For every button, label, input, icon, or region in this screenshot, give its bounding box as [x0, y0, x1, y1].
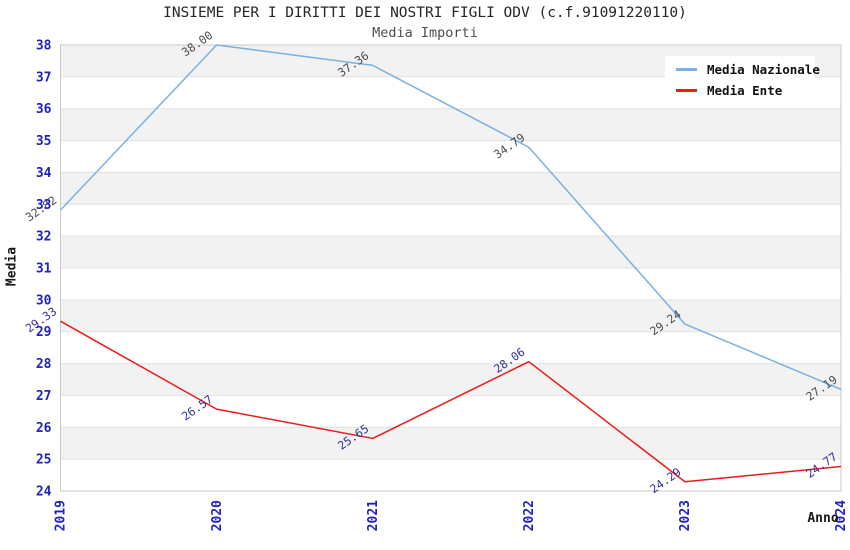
y-tick-label: 37: [36, 70, 52, 85]
chart-title: INSIEME PER I DIRITTI DEI NOSTRI FIGLI O…: [163, 5, 687, 21]
plot-band: [60, 427, 841, 460]
series-line-1: [60, 320, 842, 483]
media-ente-line-swatch: [676, 88, 697, 93]
y-tick-label: 35: [36, 134, 52, 149]
y-tick-label: 25: [36, 453, 52, 468]
media-nazionale-line-swatch: [676, 67, 697, 72]
x-tick-label: 2022: [522, 500, 537, 531]
y-tick-label: 29: [36, 325, 52, 340]
plot-band: [60, 236, 841, 268]
plot-border: [60, 44, 842, 492]
chart-subtitle: Media Importi: [372, 25, 478, 41]
legend-item-media-ente: Media Ente: [665, 80, 815, 101]
legend: Media Nazionale Media Ente: [665, 56, 820, 104]
legend-label-media-ente: Media Ente: [707, 83, 783, 98]
plot-band: [60, 363, 841, 396]
y-tick-label: 38: [36, 39, 52, 54]
legend-label-media-nazionale: Media Nazionale: [707, 62, 820, 77]
plot-band: [60, 268, 841, 300]
y-tick-label: 28: [36, 357, 52, 372]
x-tick-label: 2020: [210, 500, 225, 531]
x-tick-label: 2024: [834, 500, 849, 531]
x-axis-title: Anno: [807, 511, 839, 526]
y-tick-label: 27: [36, 389, 52, 404]
legend-item-media-nazionale: Media Nazionale: [665, 59, 820, 80]
plot-band: [60, 172, 841, 205]
plot-band: [60, 108, 841, 141]
y-tick-label: 24: [36, 485, 52, 500]
plot-band: [60, 331, 841, 364]
y-tick-label: 32: [36, 230, 52, 245]
x-tick-label: 2021: [366, 500, 381, 531]
y-tick-label: 30: [36, 293, 52, 308]
y-tick-label: 36: [36, 102, 52, 117]
y-tick-label: 31: [36, 262, 52, 277]
plot-band: [60, 299, 841, 332]
y-tick-label: 33: [36, 198, 52, 213]
y-tick-label: 26: [36, 421, 52, 436]
x-tick-label: 2019: [54, 500, 69, 531]
plot-band: [60, 204, 841, 237]
x-tick-label: 2023: [678, 500, 693, 531]
plot-band: [60, 459, 841, 491]
y-axis-title: Media: [4, 246, 20, 287]
plot-band: [60, 140, 841, 173]
series-line-0: [59, 44, 842, 391]
y-tick-label: 34: [36, 166, 52, 181]
